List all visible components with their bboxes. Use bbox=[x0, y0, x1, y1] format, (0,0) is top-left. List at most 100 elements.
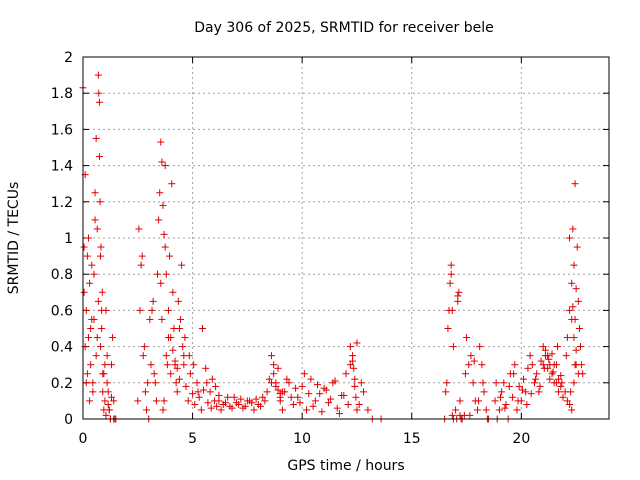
data-point bbox=[518, 386, 526, 394]
data-point bbox=[272, 379, 280, 387]
data-point bbox=[578, 361, 586, 369]
data-point bbox=[346, 343, 354, 351]
data-point bbox=[88, 261, 96, 269]
data-point bbox=[333, 404, 341, 412]
data-point bbox=[230, 393, 238, 401]
data-point bbox=[559, 393, 567, 401]
data-point bbox=[265, 375, 273, 383]
data-point bbox=[156, 189, 164, 197]
data-point bbox=[97, 343, 105, 351]
data-point bbox=[101, 361, 109, 369]
data-point bbox=[170, 325, 178, 332]
grid-lines bbox=[83, 57, 609, 419]
data-point bbox=[526, 352, 534, 360]
data-point bbox=[482, 406, 490, 414]
y-tick-label: 0.2 bbox=[51, 376, 73, 392]
data-point bbox=[179, 343, 187, 351]
data-point bbox=[555, 375, 563, 383]
data-point bbox=[270, 370, 278, 378]
data-point bbox=[80, 243, 88, 251]
data-point bbox=[235, 401, 243, 409]
data-point bbox=[555, 388, 563, 396]
data-point bbox=[571, 315, 579, 323]
data-point bbox=[213, 402, 221, 410]
data-point bbox=[174, 297, 182, 305]
data-point bbox=[342, 370, 350, 378]
data-point bbox=[550, 361, 558, 369]
data-point bbox=[274, 386, 282, 394]
data-point bbox=[97, 252, 105, 260]
data-point bbox=[93, 334, 101, 342]
data-point bbox=[454, 297, 462, 305]
data-point bbox=[224, 393, 232, 401]
data-point bbox=[570, 334, 578, 342]
data-point bbox=[572, 346, 580, 354]
data-point bbox=[527, 390, 535, 398]
data-point bbox=[289, 401, 297, 409]
data-point bbox=[305, 390, 313, 398]
data-point bbox=[162, 352, 170, 360]
data-point bbox=[331, 377, 339, 385]
data-point bbox=[478, 361, 486, 369]
data-point bbox=[469, 379, 477, 387]
data-point bbox=[360, 388, 368, 396]
data-point bbox=[152, 397, 160, 405]
data-point bbox=[94, 297, 102, 305]
data-point bbox=[510, 370, 518, 378]
data-point bbox=[164, 306, 172, 314]
data-point bbox=[353, 339, 361, 347]
data-point bbox=[557, 382, 565, 390]
data-point bbox=[537, 357, 545, 365]
data-point bbox=[91, 189, 99, 197]
data-point bbox=[175, 375, 183, 383]
data-point bbox=[571, 180, 579, 188]
data-point bbox=[546, 375, 554, 383]
y-tick-label: 1.4 bbox=[51, 159, 73, 175]
data-point bbox=[95, 153, 103, 161]
data-point bbox=[96, 198, 104, 206]
data-point bbox=[541, 352, 549, 360]
data-point bbox=[93, 225, 101, 233]
data-point bbox=[198, 325, 206, 332]
data-point bbox=[88, 315, 96, 323]
data-point bbox=[539, 361, 547, 369]
data-point bbox=[173, 388, 181, 396]
data-point bbox=[98, 325, 106, 332]
data-point bbox=[95, 98, 103, 106]
data-point bbox=[579, 370, 587, 378]
data-point bbox=[182, 382, 190, 390]
data-point bbox=[169, 288, 177, 296]
data-point bbox=[492, 379, 500, 387]
data-point bbox=[443, 379, 451, 387]
data-point bbox=[212, 382, 220, 390]
data-point bbox=[159, 406, 167, 414]
data-point bbox=[447, 261, 455, 269]
data-point bbox=[535, 388, 543, 396]
data-point bbox=[568, 406, 576, 414]
y-tick-label: 0 bbox=[64, 412, 73, 428]
data-point bbox=[463, 334, 471, 342]
data-point bbox=[143, 406, 151, 414]
data-point bbox=[137, 261, 145, 269]
data-point bbox=[455, 288, 463, 296]
data-point bbox=[444, 325, 452, 332]
data-point bbox=[335, 410, 343, 418]
data-point bbox=[513, 406, 521, 414]
data-point bbox=[146, 315, 154, 323]
data-point bbox=[171, 357, 179, 365]
data-point bbox=[190, 361, 198, 369]
data-point bbox=[528, 361, 536, 369]
data-point bbox=[480, 388, 488, 396]
y-axis-label: SRMTID / TECUs bbox=[6, 182, 22, 295]
data-point bbox=[350, 364, 358, 372]
data-points bbox=[79, 71, 587, 423]
data-point bbox=[151, 379, 159, 387]
data-point bbox=[239, 404, 247, 412]
data-point bbox=[475, 397, 483, 405]
data-point bbox=[470, 357, 478, 365]
data-point bbox=[575, 325, 583, 332]
data-point bbox=[509, 393, 517, 401]
data-point bbox=[89, 379, 97, 387]
data-point bbox=[162, 270, 170, 278]
data-point bbox=[158, 158, 166, 166]
